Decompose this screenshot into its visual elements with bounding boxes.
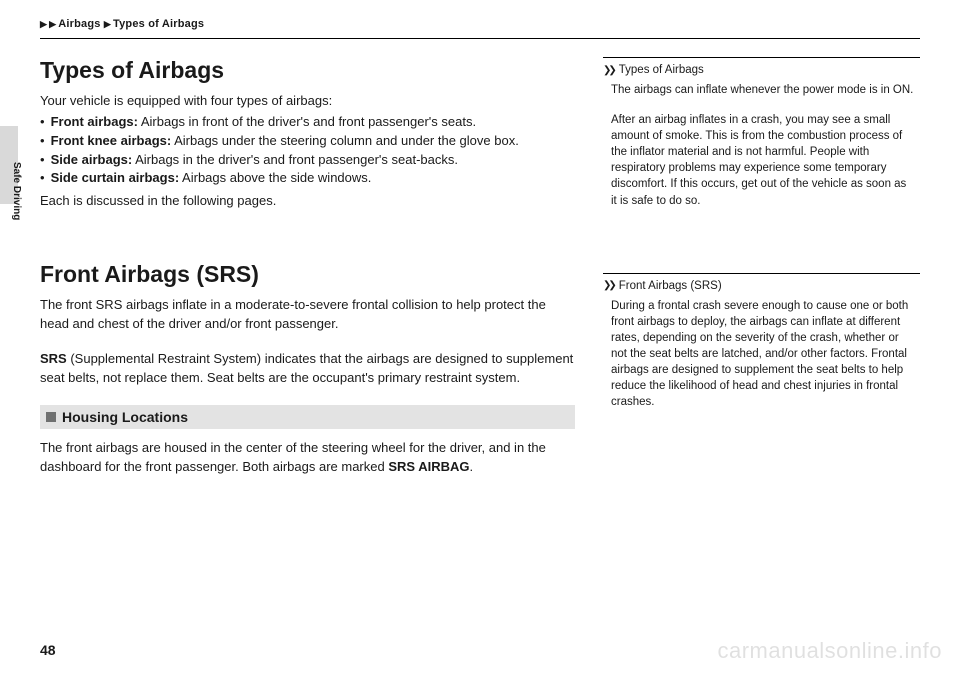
body-text: The front SRS airbags inflate in a moder…	[40, 296, 575, 334]
divider	[603, 57, 920, 58]
breadcrumb-item: Airbags	[58, 18, 100, 30]
side-note-title: ❯❯ Types of Airbags	[603, 64, 920, 76]
side-column: ❯❯ Types of Airbags The airbags can infl…	[603, 57, 920, 479]
body-text: Each is discussed in the following pages…	[40, 192, 575, 211]
square-bullet-icon	[46, 412, 56, 422]
inline-text: (Supplemental Restraint System) indicate…	[40, 351, 573, 385]
divider	[603, 273, 920, 274]
side-note-body: After an airbag inflates in a crash, you…	[603, 112, 920, 209]
bullet-text: Airbags under the steering column and un…	[171, 133, 519, 148]
bullet-label: Front knee airbags:	[51, 133, 172, 148]
section-tab-label: Safe Driving	[11, 162, 22, 220]
list-item: Front knee airbags: Airbags under the st…	[40, 132, 575, 151]
body-text: Your vehicle is equipped with four types…	[40, 92, 575, 111]
bullet-text: Airbags in the driver's and front passen…	[132, 152, 458, 167]
chevron-icon: ❯❯	[603, 65, 614, 76]
breadcrumb-arrow-icon: ▶	[49, 19, 56, 29]
section-heading: Front Airbags (SRS)	[40, 261, 575, 288]
bullet-text: Airbags in front of the driver's and fro…	[138, 114, 476, 129]
side-note-title-text: Front Airbags (SRS)	[619, 280, 722, 292]
bullet-label: Side airbags:	[51, 152, 133, 167]
side-note-body: During a frontal crash severe enough to …	[603, 298, 920, 411]
body-text: SRS (Supplemental Restraint System) indi…	[40, 350, 575, 388]
bullet-label: Front airbags:	[51, 114, 138, 129]
chevron-icon: ❯❯	[603, 280, 614, 291]
watermark: carmanualsonline.info	[717, 638, 942, 664]
side-note-body: The airbags can inflate whenever the pow…	[603, 82, 920, 98]
inline-text: .	[469, 459, 473, 474]
divider	[40, 38, 920, 39]
inline-bold: SRS	[40, 351, 67, 366]
page-content: ▶▶Airbags ▶Types of Airbags Types of Air…	[40, 18, 920, 479]
subsection-title: Housing Locations	[62, 409, 188, 425]
breadcrumb-item: Types of Airbags	[113, 18, 204, 30]
page-number: 48	[40, 642, 56, 658]
body-text: The front airbags are housed in the cent…	[40, 439, 575, 477]
main-column: Types of Airbags Your vehicle is equippe…	[40, 57, 575, 479]
side-note-title: ❯❯ Front Airbags (SRS)	[603, 280, 920, 292]
inline-bold: SRS AIRBAG	[388, 459, 469, 474]
list-item: Side airbags: Airbags in the driver's an…	[40, 151, 575, 170]
section-heading: Types of Airbags	[40, 57, 575, 84]
side-note-title-text: Types of Airbags	[619, 64, 704, 76]
list-item: Side curtain airbags: Airbags above the …	[40, 169, 575, 188]
breadcrumb-arrow-icon: ▶	[104, 19, 111, 29]
list-item: Front airbags: Airbags in front of the d…	[40, 113, 575, 132]
bullet-list: Front airbags: Airbags in front of the d…	[40, 113, 575, 188]
bullet-text: Airbags above the side windows.	[179, 170, 371, 185]
subsection-bar: Housing Locations	[40, 405, 575, 429]
breadcrumb: ▶▶Airbags ▶Types of Airbags	[40, 18, 920, 30]
breadcrumb-arrow-icon: ▶	[40, 19, 47, 29]
bullet-label: Side curtain airbags:	[51, 170, 180, 185]
